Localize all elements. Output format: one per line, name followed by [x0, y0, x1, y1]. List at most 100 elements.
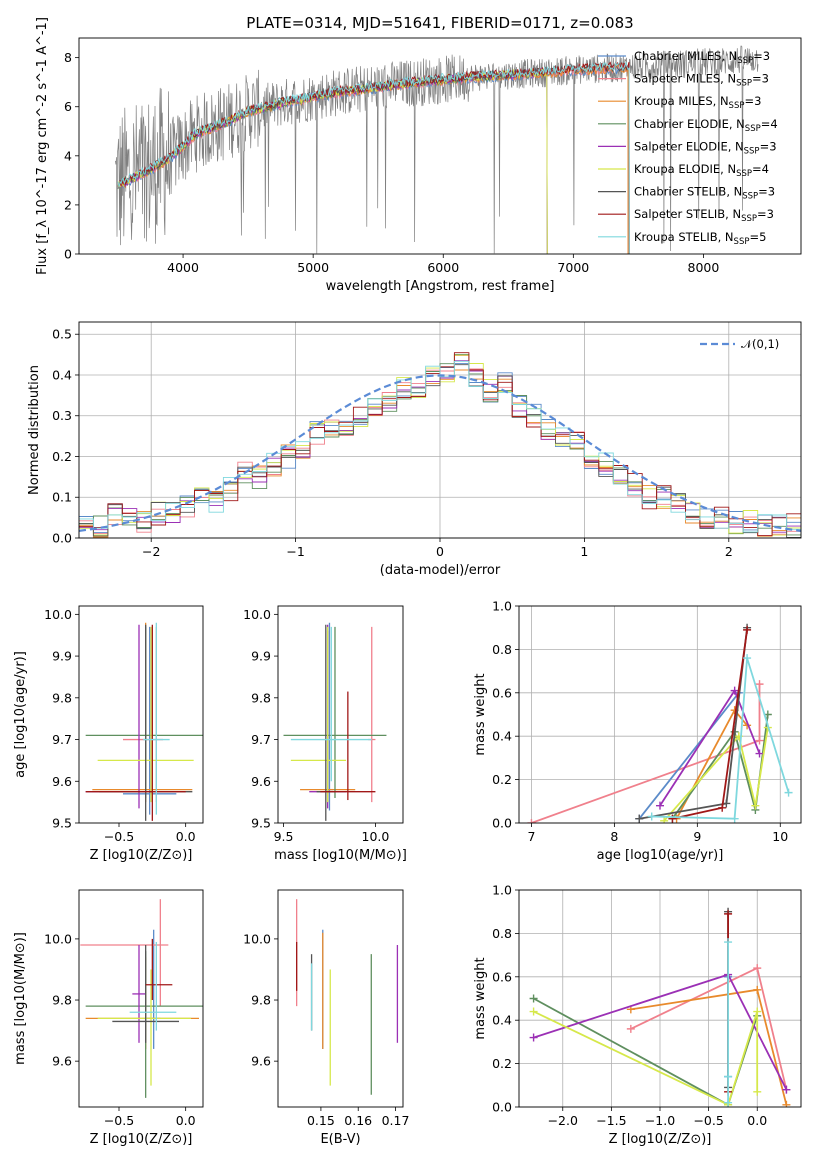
y-tick-label: 0.4: [492, 1013, 512, 1028]
model-spectrum-kroupa_stelib: [117, 61, 630, 254]
weight-marker-kroupa_stelib: [724, 938, 733, 947]
y-tick-label: 0.4: [492, 729, 512, 744]
x-tick-label: 0.16: [344, 1113, 372, 1128]
y-tick-label: 9.6: [52, 774, 72, 789]
errorbar-salpeter_miles: [123, 626, 163, 803]
errorbar-chabrier_stelib: [112, 945, 179, 1043]
y-tick-label: 1.0: [492, 883, 512, 898]
x-axis-label: Z [log10(Z/Z⊙)]: [609, 1132, 712, 1147]
y-axis-label: Normed distribution: [27, 365, 42, 495]
errorbar-chabrier_miles: [123, 626, 177, 815]
panel-residuals: −2 −1 0 1 2 0.0 0.1 0.2 0.3 0.4 0.5 (data-model)/er…: [27, 321, 802, 578]
model-spectrum-kroupa_miles: [122, 63, 629, 254]
weight-line-kroupa_stelib: [651, 657, 790, 820]
x-tick-label: 8: [610, 829, 618, 844]
y-tick-label: 6: [64, 99, 72, 114]
weight-marker-kroupa_stelib: [647, 812, 656, 821]
panel-age-vs-mass: 9.5 10.0 9.5 9.6 9.7 9.8 9.9 10.0 mass [log10(M/…: [243, 605, 407, 863]
weight-marker-salpeter_elodie: [529, 1033, 538, 1042]
x-axis-label: Z [log10(Z/Z⊙)]: [90, 848, 193, 863]
errorbar-chabrier_elodie: [85, 951, 203, 1098]
y-axis-label: age [log10(age/yr)]: [13, 651, 28, 778]
plot-area: [529, 907, 791, 1107]
y-axis-label: mass weight: [473, 673, 488, 755]
legend-label-salpeter_stelib: Salpeter STELIB, NSSP=3: [634, 207, 774, 224]
y-tick-label: 9.7: [52, 732, 72, 747]
weight-line-salpeter_elodie: [659, 688, 761, 807]
axes-frame: 7 8 9 10 0.0 0.2 0.4 0.6 0.8 1.0 age [log10(age/yr…: [473, 599, 802, 863]
weight-line-chabrier_miles: [638, 692, 740, 820]
x-tick-label: 0.0: [176, 829, 196, 844]
x-tick-label: 0: [436, 544, 444, 559]
errorbar-salpeter_miles: [80, 899, 169, 1007]
x-tick-label: 8000: [688, 260, 720, 275]
weight-marker-salpeter_miles: [755, 680, 764, 689]
y-tick-label: 9.6: [251, 1054, 271, 1069]
y-tick-label: 9.8: [251, 690, 271, 705]
y-axis-label: Flux [f_λ 10^-17 erg cm^-2 s^-1 A^-1]: [35, 17, 50, 275]
panel-mass-vs-Z: −0.5 0.0 9.6 9.8 10.0 Z [log10(Z/Z⊙)] mass [lo…: [13, 889, 204, 1147]
y-axis-label: mass [log10(M/M⊙)]: [13, 932, 28, 1065]
axes-border: [78, 321, 802, 539]
plot-area: [527, 623, 793, 823]
errorbar-kroupa_miles: [92, 622, 193, 803]
weight-marker-salpeter_miles: [753, 964, 762, 973]
y-tick-label: 8: [64, 50, 72, 65]
errorbar-chabrier_miles: [325, 622, 334, 811]
y-tick-label: 0.0: [492, 1100, 512, 1115]
y-tick-label: 9.5: [52, 816, 72, 831]
x-tick-label: 7: [527, 829, 535, 844]
errorbar-kroupa_stelib: [129, 941, 177, 1031]
weight-marker-salpeter_miles: [755, 736, 764, 745]
x-tick-label: −0.5: [693, 1113, 723, 1128]
x-tick-label: 9.5: [274, 829, 294, 844]
weight-marker-salpeter_miles: [626, 1024, 635, 1033]
panel-age-vs-Z: −0.5 0.0 9.5 9.6 9.7 9.8 9.9 10.0 Z [log10(Z/Z⊙)…: [13, 605, 204, 863]
y-tick-label: 1.0: [492, 599, 512, 614]
legend-label-normal: 𝒩(0,1): [741, 337, 779, 351]
weight-line-kroupa_elodie: [663, 727, 769, 822]
y-tick-label: 4: [64, 148, 72, 163]
weight-marker-kroupa_stelib: [730, 814, 739, 823]
axes-frame: 4000 5000 6000 7000 8000 0 2 4 6 8 wavelength [Ang…: [35, 17, 802, 294]
errorbar-kroupa_elodie: [97, 969, 191, 1086]
panel-mass-weight-vs-age: 7 8 9 10 0.0 0.2 0.4 0.6 0.8 1.0 age [log10(age/yr…: [473, 599, 802, 863]
errorbar-chabrier_elodie: [85, 626, 203, 798]
errorbar-salpeter_stelib: [85, 624, 186, 821]
x-axis-label: wavelength [Angstrom, rest frame]: [326, 279, 555, 294]
panel-mass-weight-vs-Z: −2.0 −1.5 −1.0 −0.5 0.0 0.0 0.2 0.4 0.6 0.8 1.0 Z […: [473, 883, 802, 1147]
axes-border: [518, 889, 802, 1108]
x-tick-label: 1: [580, 544, 588, 559]
weight-marker-salpeter_elodie: [755, 749, 764, 758]
weight-marker-kroupa_elodie: [660, 816, 669, 823]
y-tick-label: 9.7: [251, 732, 271, 747]
model-spectrum-chabrier_elodie: [117, 69, 548, 254]
axes-border: [277, 889, 404, 1108]
observed-spectrum: [115, 45, 759, 254]
axes-frame: 9.5 10.0 9.5 9.6 9.7 9.8 9.9 10.0 mass [log10(M/…: [243, 605, 407, 863]
y-tick-label: 10.0: [44, 931, 72, 946]
axes-border: [78, 889, 204, 1108]
x-tick-label: 7000: [557, 260, 589, 275]
panel-mass-vs-ebv: 0.15 0.16 0.17 9.6 9.8 10.0 E(B-V): [243, 889, 409, 1147]
model-spectrum-salpeter_miles: [122, 63, 629, 254]
legend-label-salpeter_elodie: Salpeter ELODIE, NSSP=3: [634, 139, 777, 156]
x-tick-label: −2.0: [548, 1113, 578, 1128]
normal-curve: [79, 374, 801, 532]
y-tick-label: 0.3: [52, 408, 72, 423]
y-axis-label: mass weight: [473, 957, 488, 1039]
y-tick-label: 0.1: [52, 490, 72, 505]
axes-frame: −2.0 −1.5 −1.0 −0.5 0.0 0.0 0.2 0.4 0.6 0.8 1.0 Z […: [473, 883, 802, 1147]
errorbar-salpeter_elodie: [85, 624, 146, 809]
weight-marker-kroupa_stelib: [724, 1098, 733, 1107]
axes-frame: −2 −1 0 1 2 0.0 0.1 0.2 0.3 0.4 0.5 (data-model)/er…: [27, 321, 802, 578]
plot-area: [79, 352, 801, 538]
y-tick-label: 9.8: [251, 993, 271, 1008]
x-tick-label: −0.5: [104, 1113, 134, 1128]
errorbar-salpeter_elodie: [132, 945, 146, 1043]
weight-marker-chabrier_stelib: [635, 814, 644, 823]
errorbar-kroupa_stelib: [143, 622, 170, 815]
x-tick-label: 2: [725, 544, 733, 559]
y-tick-label: 0.2: [52, 449, 72, 464]
